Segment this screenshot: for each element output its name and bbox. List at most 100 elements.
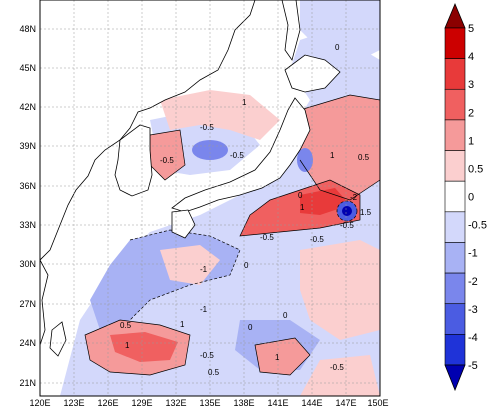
lon-label: 150E [367,398,388,408]
colorbar-label: 1 [468,135,474,147]
japan-hokkaido [284,54,341,93]
contour-label: 0 [298,191,303,200]
landmass [40,0,341,396]
field-negative-eddy-core [342,206,352,216]
lon-label: 123E [63,398,84,408]
contour-label: -0.5 [260,233,274,242]
colorbar-label: -2 [468,276,478,288]
china-coast-south [40,259,49,396]
field-negative-north [300,0,380,70]
field-negative-japan-patch [297,148,313,172]
contour-label-group: 0 -0.5 -0.5 1 -0.5 0 1 0.5 -0.5 1 -2 -0.… [120,43,372,377]
contour-label: 0.5 [208,368,220,377]
lon-label: 126E [97,398,118,408]
field-positive-southeast [300,355,380,396]
longitude-axis: 120E 123E 126E 129E 132E 135E 138E 141E … [29,398,388,408]
contour-label: -2 [350,193,358,202]
lat-label: 21N [19,378,36,388]
contour-label: -1 [200,265,208,274]
contour-label: 0 [283,311,288,320]
contour-label: -0.5 [340,221,354,230]
colorbar-labels: 5 4 3 2 1 0.5 0 -0.5 -1 -2 -3 -4 -5 [468,23,487,372]
contour-label: 1 [180,320,185,329]
colorbar-segment [444,119,466,151]
colorbar-segment [444,180,466,213]
colorbar-label: -3 [468,304,478,316]
lon-label: 138E [233,398,254,408]
field-positive-mid [160,245,220,285]
field-positive-sea [160,90,280,140]
lat-label: 36N [19,181,36,191]
lat-label: 24N [19,338,36,348]
colorbar-segments [444,27,466,366]
colorbar-label: -5 [468,360,478,372]
contour-label: 0 [244,261,249,270]
lon-label: 135E [199,398,220,408]
colorbar-segment [444,272,466,305]
lat-label: 39N [19,141,36,151]
colorbar-bottom-arrow [444,364,466,392]
colorbar-segment [444,303,466,335]
colorbar-label: 0.5 [468,163,483,175]
contour-label: 1.5 [360,208,372,217]
contour-label: 1 [330,151,335,160]
colorbar: 5 4 3 2 1 0.5 0 -0.5 -1 -2 -3 -4 -5 [444,2,487,392]
colorbar-label: -0.5 [468,220,487,232]
latitude-axis: 48N 45N 42N 39N 36N 33N 30N 27N 24N 21N [19,24,36,388]
contour-label: 0.5 [358,153,370,162]
colorbar-segment [444,211,466,243]
contour-label: 0.5 [120,321,132,330]
japan-kyushu [171,209,196,239]
colorbar-segment [444,242,466,274]
korean-peninsula [114,124,153,197]
contour-label: 1 [242,98,247,107]
asia-mainland [40,0,256,261]
field-positive-south-2 [255,338,310,375]
contour-label: 1 [125,341,130,350]
lon-label: 147E [335,398,356,408]
lat-label: 42N [19,102,36,112]
contour-label: 1 [275,353,280,362]
contour-label: 0 [248,323,253,332]
contour-label: 1 [300,203,305,212]
lat-label: 45N [19,63,36,73]
colorbar-label: 5 [468,23,474,35]
colorbar-segment [444,334,466,366]
japan-honshu [171,97,311,213]
contour-label: -0.5 [230,151,244,160]
colorbar-segment [444,150,466,182]
map-frame [39,0,381,397]
colorbar-label: 3 [468,79,474,91]
colorbar-segment [444,88,466,121]
contour-label: 0 [335,43,340,52]
colorbar-segment [444,27,466,59]
lat-label: 30N [19,259,36,269]
contour-label: -0.5 [330,363,344,372]
lon-label: 141E [267,398,288,408]
lon-label: 132E [165,398,186,408]
colorbar-label: -1 [468,248,478,260]
lon-label: 129E [131,398,152,408]
colorbar-label: 2 [468,107,474,119]
field-positive-northeast [300,95,380,200]
field-positive-south-1-core [110,332,178,362]
lat-label: 33N [19,220,36,230]
contour-label: -0.5 [200,123,214,132]
colorbar-label: -4 [468,332,478,344]
taiwan [49,321,67,357]
lat-label: 27N [19,299,36,309]
lon-label: 120E [29,398,50,408]
contour-label: -0.5 [200,351,214,360]
lat-label: 48N [19,24,36,34]
colorbar-label: 0 [468,192,474,204]
graticule [40,0,380,396]
colorbar-label: 4 [468,51,474,63]
contour-label: -1 [200,305,208,314]
contour-label: -0.5 [310,235,324,244]
colorbar-top-arrow [444,2,466,29]
lon-label: 144E [301,398,322,408]
field-positive-sea-2 [150,130,185,180]
colorbar-segment [444,58,466,90]
sakhalin [281,0,301,61]
